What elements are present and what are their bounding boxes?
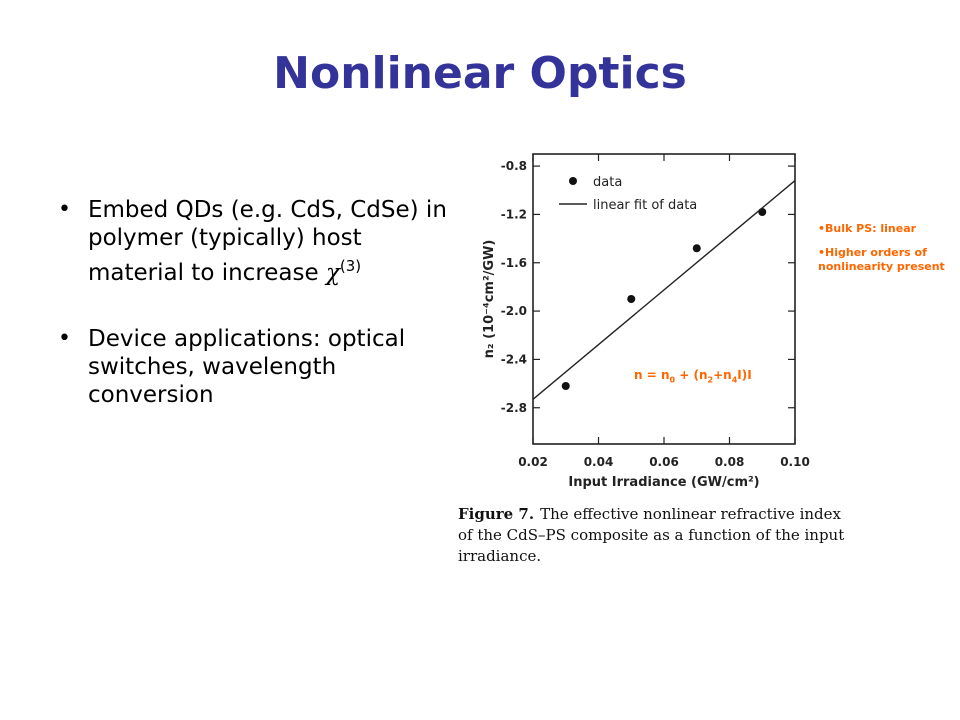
side-note-higher-orders: •Higher orders of nonlinearity present — [818, 246, 945, 273]
formula-sub: 4 — [731, 375, 738, 385]
figure-caption-label: Figure 7. — [458, 505, 535, 523]
irradiance-chart: 0.02 0.04 0.06 0.08 0.10 -0.8 -1.2 -1.6 -2.0 -2.4… — [482, 153, 810, 490]
y-tick-label: -1.6 — [501, 256, 527, 270]
x-tick-label: 0.04 — [584, 455, 614, 469]
side-note-linear: •Bulk PS: linear — [818, 222, 917, 235]
bullet-text: Embed QDs (e.g. CdS, CdSe) in polymer (t… — [88, 197, 447, 286]
chi-superscript: (3) — [339, 257, 362, 275]
legend-label-data: data — [593, 175, 622, 190]
formula-part: +n — [713, 368, 732, 382]
y-tick-label: -2.4 — [501, 352, 527, 366]
side-notes: •Bulk PS: linear •Higher orders of nonli… — [818, 222, 958, 284]
bullet-list: • Embed QDs (e.g. CdS, CdSe) in polymer … — [58, 196, 448, 447]
refractive-index-formula: n = n0 + (n2+n4I)I — [634, 368, 752, 384]
chi-symbol: χ — [325, 260, 340, 286]
x-tick-label: 0.08 — [715, 455, 745, 469]
y-axis-label: n₂ (10⁻⁴cm²/GW) — [482, 240, 497, 359]
formula-part: n = n — [634, 368, 670, 382]
bullet-item: • Embed QDs (e.g. CdS, CdSe) in polymer … — [58, 196, 448, 287]
figure-caption-text: The effective nonlinear refractive index… — [458, 505, 845, 565]
figure-caption: Figure 7. The effective nonlinear refract… — [458, 504, 858, 567]
y-tick-label: -0.8 — [501, 159, 527, 173]
data-point — [692, 244, 701, 253]
legend-data-marker — [569, 177, 577, 185]
formula-sub: 0 — [669, 375, 676, 385]
data-point — [758, 208, 767, 216]
fit-line — [532, 180, 796, 400]
y-tick-label: -2.8 — [501, 401, 527, 415]
formula-part: I)I — [737, 368, 752, 382]
bullet-dot-icon: • — [58, 326, 71, 351]
x-tick-label: 0.02 — [518, 455, 548, 469]
legend-label-fit: linear fit of data — [593, 198, 697, 213]
y-tick-label: -2.0 — [501, 304, 527, 318]
bullet-dot-icon: • — [58, 197, 71, 222]
x-tick-label: 0.10 — [780, 455, 810, 469]
x-axis-label: Input Irradiance (GW/cm²) — [568, 475, 759, 490]
data-point — [561, 382, 570, 390]
bullet-item: • Device applications: optical switches,… — [58, 325, 448, 409]
formula-part: + (n — [675, 368, 708, 382]
x-tick-label: 0.06 — [649, 455, 679, 469]
data-point — [627, 295, 636, 303]
formula-sub: 2 — [707, 375, 714, 385]
bullet-text: Device applications: optical switches, w… — [88, 326, 406, 408]
y-tick-label: -1.2 — [501, 207, 527, 221]
slide-title: Nonlinear Optics — [273, 48, 687, 99]
